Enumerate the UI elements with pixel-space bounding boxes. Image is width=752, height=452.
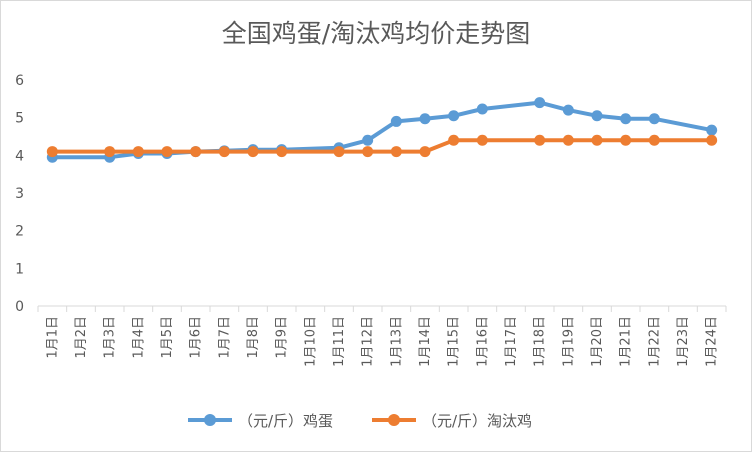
x-tick-label: 1月12日 — [361, 316, 376, 367]
legend-marker — [388, 414, 400, 426]
x-tick-label: 1月21日 — [619, 316, 634, 367]
data-point — [362, 134, 374, 146]
x-tick-label: 1月6日 — [189, 316, 204, 359]
chart-title: 全国鸡蛋/淘汰鸡均价走势图 — [221, 19, 531, 48]
data-point — [534, 134, 546, 146]
data-point — [562, 104, 574, 116]
axes: 0 1 2 3 4 5 6 1月1日 1月2日 1月3日 1月4日 1月5日 1月6日 1月7日 1月8日 1… — [15, 73, 727, 367]
x-tick-label: 1月18日 — [533, 316, 548, 367]
x-tick-label: 1月5日 — [160, 316, 175, 359]
y-tick-label: 4 — [15, 148, 24, 164]
data-point — [706, 134, 718, 146]
data-point — [706, 124, 718, 136]
x-tick-label: 1月24日 — [705, 316, 720, 367]
x-tick-label: 1月20日 — [590, 316, 605, 367]
data-point — [190, 146, 202, 158]
x-tick-label: 1月4日 — [131, 316, 146, 359]
x-tick-label: 1月3日 — [103, 316, 118, 359]
x-tick-label: 1月14日 — [418, 316, 433, 367]
x-tick-label: 1月15日 — [447, 316, 462, 367]
data-point — [620, 113, 632, 125]
legend: （元/斤）鸡蛋 （元/斤）淘汰鸡 — [188, 412, 532, 430]
data-point — [591, 110, 603, 122]
y-tick-label: 5 — [15, 111, 24, 127]
data-point — [276, 146, 288, 158]
data-point — [333, 146, 345, 158]
data-point — [591, 134, 603, 146]
data-point — [247, 146, 259, 158]
legend-label: （元/斤）鸡蛋 — [238, 412, 333, 430]
y-tick-label: 6 — [15, 73, 24, 89]
data-point — [218, 146, 230, 158]
data-point — [476, 103, 488, 115]
data-point — [534, 97, 546, 109]
data-point — [390, 146, 402, 158]
x-tick-label: 1月8日 — [246, 316, 261, 359]
data-point — [390, 115, 402, 127]
x-tick-label: 1月10日 — [303, 316, 318, 367]
data-point — [419, 146, 431, 158]
data-point — [648, 134, 660, 146]
x-tick-label: 1月13日 — [389, 316, 404, 367]
series-line-2 — [50, 138, 714, 154]
y-tick-label: 1 — [15, 261, 24, 277]
data-point — [476, 134, 488, 146]
data-point — [562, 134, 574, 146]
x-tick-label: 1月19日 — [561, 316, 576, 367]
data-point — [620, 134, 632, 146]
data-point — [448, 134, 460, 146]
legend-marker — [204, 414, 216, 426]
x-tick-label: 1月11日 — [332, 316, 347, 367]
series-layer — [46, 97, 718, 163]
legend-label: （元/斤）淘汰鸡 — [422, 412, 532, 430]
x-tick-label: 1月9日 — [275, 316, 290, 359]
y-tick-label: 3 — [15, 186, 24, 202]
x-tick-label: 1月7日 — [217, 316, 232, 359]
data-point — [448, 110, 460, 122]
data-point — [648, 113, 660, 125]
x-tick-label: 1月23日 — [676, 316, 691, 367]
x-tick-label: 1月22日 — [647, 316, 662, 367]
x-tick-label: 1月16日 — [475, 316, 490, 367]
data-point — [104, 146, 116, 158]
data-point — [362, 146, 374, 158]
series-line-1 — [50, 100, 714, 160]
x-tick-label: 1月17日 — [504, 316, 519, 367]
x-tick-label: 1月2日 — [74, 316, 89, 359]
y-tick-label: 0 — [15, 299, 24, 315]
data-point — [46, 146, 58, 158]
x-tick-label: 1月1日 — [45, 316, 60, 359]
data-point — [419, 113, 431, 125]
data-point — [132, 146, 144, 158]
data-point — [161, 146, 173, 158]
y-tick-label: 2 — [15, 224, 24, 240]
